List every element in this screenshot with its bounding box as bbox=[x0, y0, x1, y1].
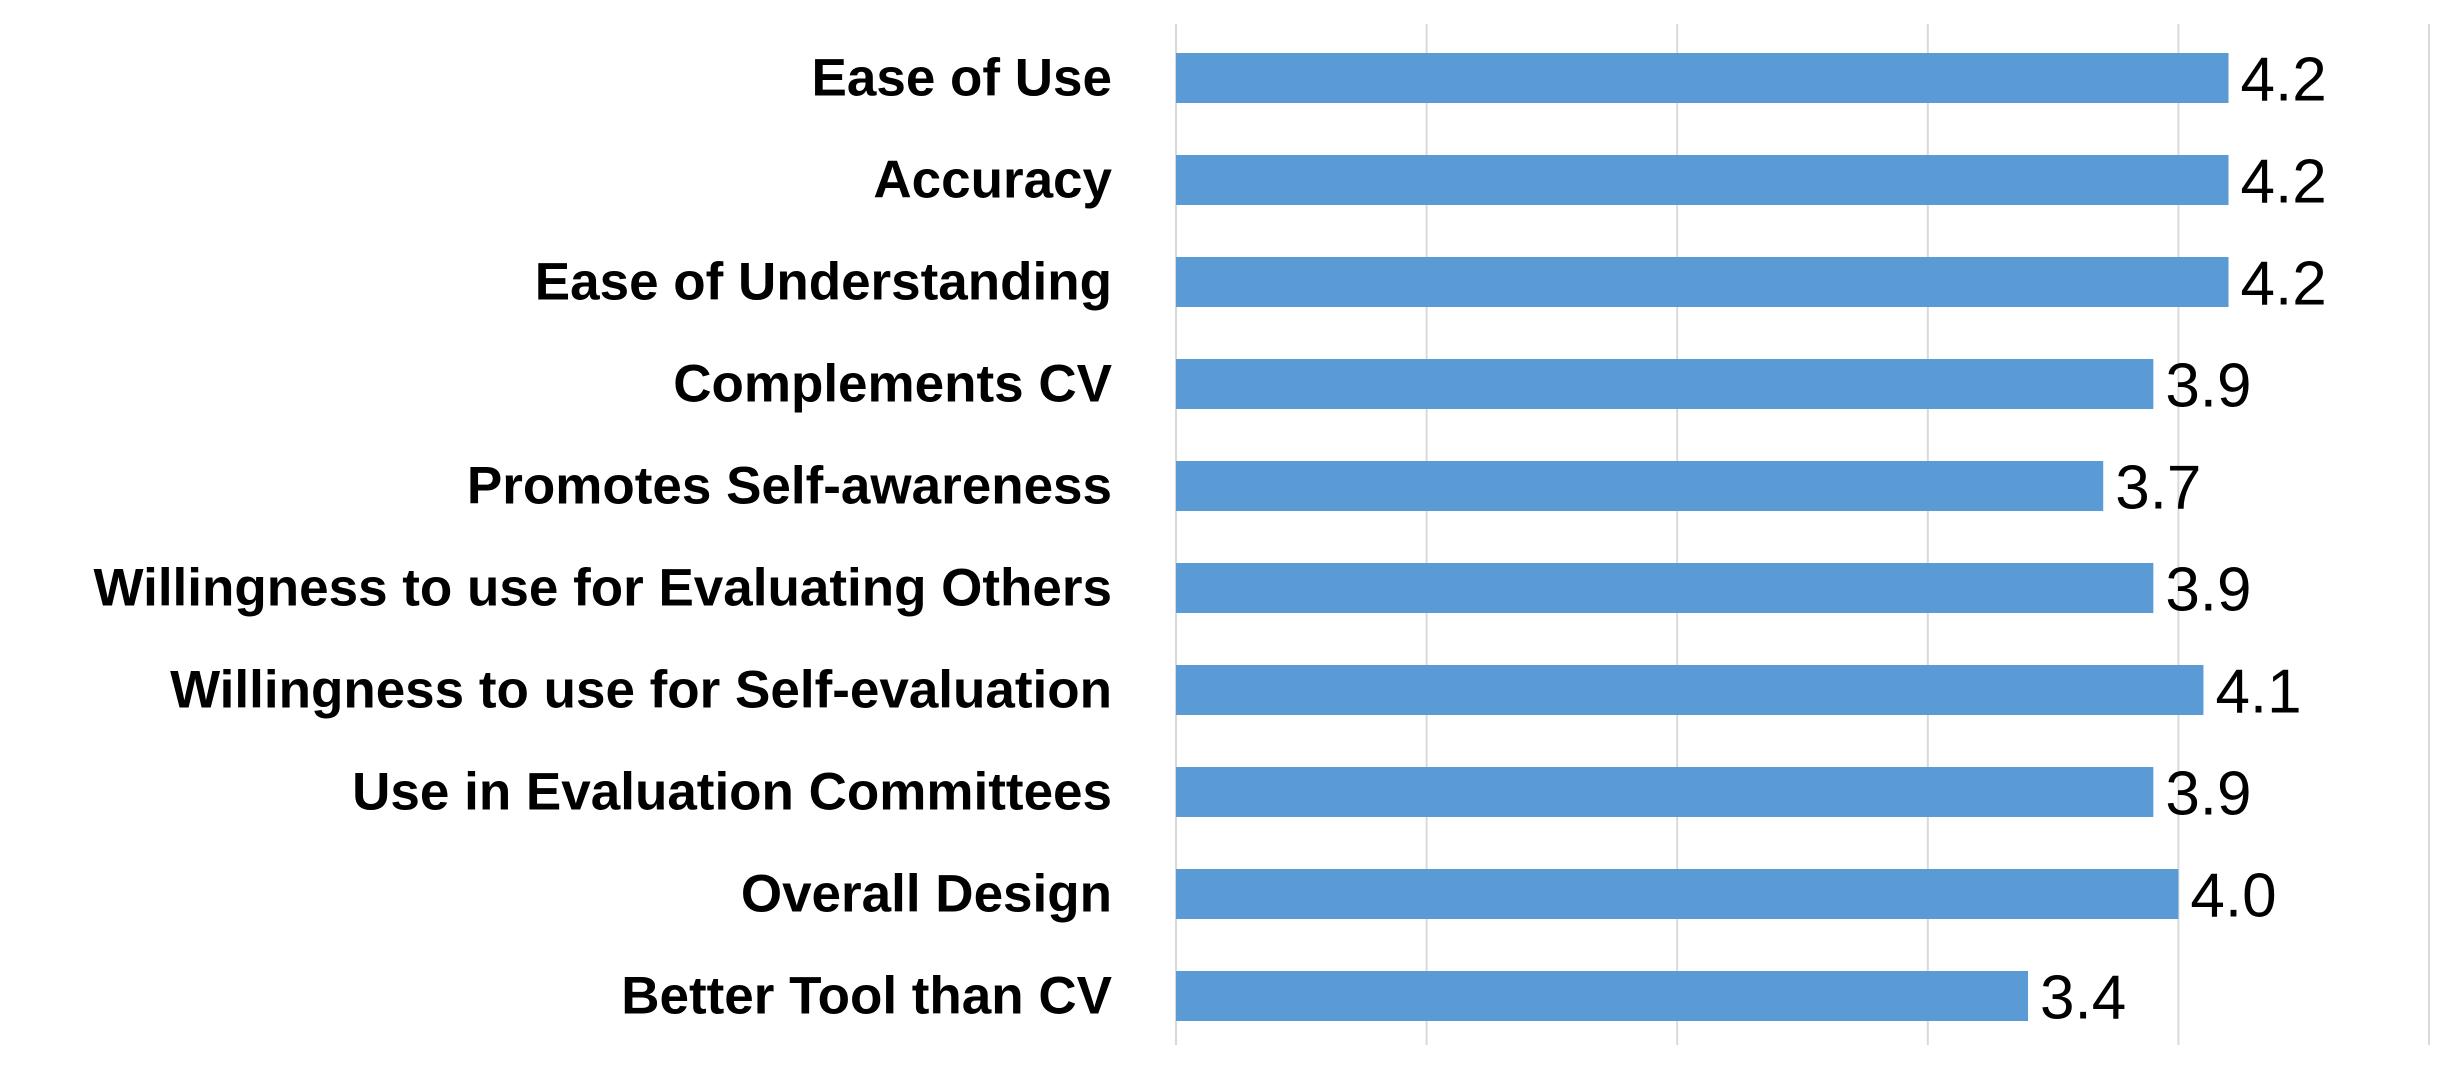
bar bbox=[1176, 155, 2229, 205]
bar bbox=[1176, 971, 2029, 1021]
value-label: 4.2 bbox=[2241, 148, 2327, 217]
category-label: Accuracy bbox=[873, 151, 1112, 210]
value-label: 3.9 bbox=[2165, 556, 2251, 625]
category-label: Willingness to use for Self-evaluation bbox=[170, 661, 1112, 720]
category-labels: Ease of Use Accuracy Ease of Understanding… bbox=[94, 49, 1113, 1026]
bars bbox=[1176, 53, 2229, 1021]
category-label: Better Tool than CV bbox=[621, 967, 1112, 1026]
bar bbox=[1176, 359, 2154, 409]
bar bbox=[1176, 767, 2154, 817]
category-label: Ease of Understanding bbox=[535, 253, 1112, 312]
bar bbox=[1176, 461, 2104, 511]
value-label: 4.1 bbox=[2215, 658, 2301, 727]
bar bbox=[1176, 257, 2229, 307]
value-labels: 4.2 4.2 4.2 3.9 3.7 3.9 4.1 3.9 4.0 3.4 bbox=[2040, 46, 2327, 1033]
category-label: Ease of Use bbox=[812, 49, 1112, 108]
category-label: Overall Design bbox=[741, 865, 1112, 924]
value-label: 3.9 bbox=[2165, 352, 2251, 421]
category-label: Use in Evaluation Committees bbox=[352, 763, 1112, 822]
bar bbox=[1176, 665, 2204, 715]
category-label: Promotes Self-awareness bbox=[467, 457, 1112, 516]
value-label: 4.0 bbox=[2190, 862, 2276, 931]
value-label: 3.7 bbox=[2115, 454, 2201, 523]
value-label: 4.2 bbox=[2241, 46, 2327, 115]
bar bbox=[1176, 53, 2229, 103]
value-label: 3.9 bbox=[2165, 760, 2251, 829]
bar bbox=[1176, 563, 2154, 613]
value-label: 4.2 bbox=[2241, 250, 2327, 319]
category-label: Willingness to use for Evaluating Others bbox=[94, 559, 1112, 618]
value-label: 3.4 bbox=[2040, 964, 2126, 1033]
bar bbox=[1176, 869, 2179, 919]
category-label: Complements CV bbox=[673, 355, 1112, 414]
